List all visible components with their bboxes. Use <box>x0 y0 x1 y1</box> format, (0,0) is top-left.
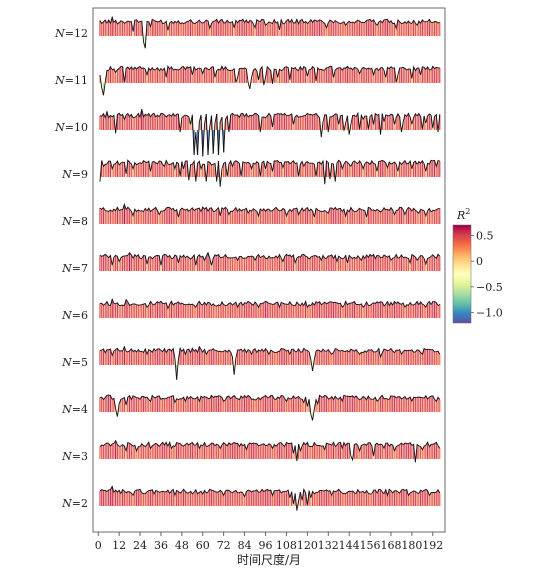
row-label: N=7 <box>61 262 88 275</box>
series-n-9 <box>99 159 441 187</box>
colorbar-title-base: R <box>456 209 465 222</box>
x-tick-label: 24 <box>133 539 147 552</box>
row-label-var: N <box>54 121 65 134</box>
row-label-value: =2 <box>72 497 88 510</box>
colorbar: R2 0.5 0 −0.5 −1.0 <box>452 207 503 324</box>
x-tick-label: 108 <box>276 539 297 552</box>
series-line <box>99 485 441 511</box>
colorbar-ticks: 0.5 0 −0.5 −1.0 <box>471 229 503 320</box>
rows-layer <box>99 15 441 511</box>
row-label-var: N <box>61 497 72 510</box>
series-line <box>99 65 440 96</box>
x-tick-label: 120 <box>297 539 318 552</box>
row-label-value: =3 <box>72 450 88 463</box>
row-label-value: =10 <box>65 121 88 134</box>
series-line <box>99 159 440 187</box>
x-tick-label: 156 <box>360 539 381 552</box>
series-line <box>99 394 441 421</box>
row-label-value: =8 <box>72 215 88 228</box>
row-label-var: N <box>61 215 72 228</box>
x-axis: 0 12 24 36 48 60 72 84 96 108 120 132 144 156 168 180 19… <box>95 532 443 552</box>
row-label-var: N <box>61 356 72 369</box>
row-label-value: =7 <box>72 262 88 275</box>
x-axis-label: 时间尺度/月 <box>237 552 301 567</box>
row-label: N=12 <box>54 27 88 40</box>
x-tick-label: 60 <box>196 539 210 552</box>
row-label: N=10 <box>54 121 88 134</box>
series-line <box>99 297 441 310</box>
series-n-3 <box>99 439 441 463</box>
row-label: N=9 <box>61 168 88 181</box>
series-line <box>99 251 441 266</box>
colorbar-tick-label: 0 <box>476 255 483 268</box>
row-label-value: =5 <box>72 356 88 369</box>
x-tick-label: 48 <box>175 539 189 552</box>
row-label-value: =6 <box>72 309 88 322</box>
x-tick-label: 12 <box>112 539 126 552</box>
row-label-value: =4 <box>72 403 88 416</box>
colorbar-tick-label: 0.5 <box>476 229 494 242</box>
x-tick-label: 132 <box>318 539 339 552</box>
row-label-var: N <box>54 27 65 40</box>
row-label: N=4 <box>61 403 88 416</box>
row-label: N=3 <box>61 450 88 463</box>
row-labels: N=12N=11N=10N=9N=8N=7N=6N=5N=4N=3N=2 <box>54 27 88 510</box>
row-label-value: =11 <box>65 74 88 87</box>
row-label-var: N <box>61 450 72 463</box>
plot-frame <box>92 7 446 533</box>
row-label-var: N <box>54 74 65 87</box>
x-tick-label: 168 <box>380 539 401 552</box>
series-n-10 <box>99 109 441 157</box>
series-n-5 <box>99 345 441 380</box>
colorbar-tick-label: −0.5 <box>476 281 503 294</box>
colorbar-tick-label: −1.0 <box>476 307 503 320</box>
x-tick-label: 84 <box>238 539 252 552</box>
x-tick-label: 144 <box>339 539 360 552</box>
x-tick-label: 72 <box>217 539 231 552</box>
row-label: N=8 <box>61 215 88 228</box>
series-line <box>99 439 441 463</box>
series-line <box>99 345 441 380</box>
x-tick-label: 36 <box>154 539 168 552</box>
row-label-var: N <box>61 309 72 322</box>
series-n-11 <box>99 65 441 96</box>
row-label-value: =12 <box>65 27 88 40</box>
series-n-4 <box>99 394 441 421</box>
row-label: N=5 <box>61 356 88 369</box>
x-tick-label: 192 <box>422 539 443 552</box>
row-label-var: N <box>61 168 72 181</box>
series-n-12 <box>99 15 441 49</box>
series-n-6 <box>99 297 441 318</box>
series-n-8 <box>99 203 441 224</box>
x-tick-label: 180 <box>401 539 422 552</box>
row-label: N=2 <box>61 497 88 510</box>
colorbar-title: R2 <box>456 207 470 222</box>
colorbar-title-sup: 2 <box>465 207 470 216</box>
series-line <box>99 109 441 157</box>
row-label-value: =9 <box>72 168 88 181</box>
series-line <box>99 15 440 49</box>
series-line <box>99 203 440 218</box>
row-label-var: N <box>61 262 72 275</box>
series-n-7 <box>99 251 441 271</box>
x-tick-label: 0 <box>95 539 102 552</box>
row-label: N=11 <box>54 74 88 87</box>
x-tick-label: 96 <box>259 539 273 552</box>
series-n-2 <box>99 485 441 511</box>
row-label-var: N <box>61 403 72 416</box>
row-label: N=6 <box>61 309 88 322</box>
colorbar-gradient <box>452 224 472 324</box>
